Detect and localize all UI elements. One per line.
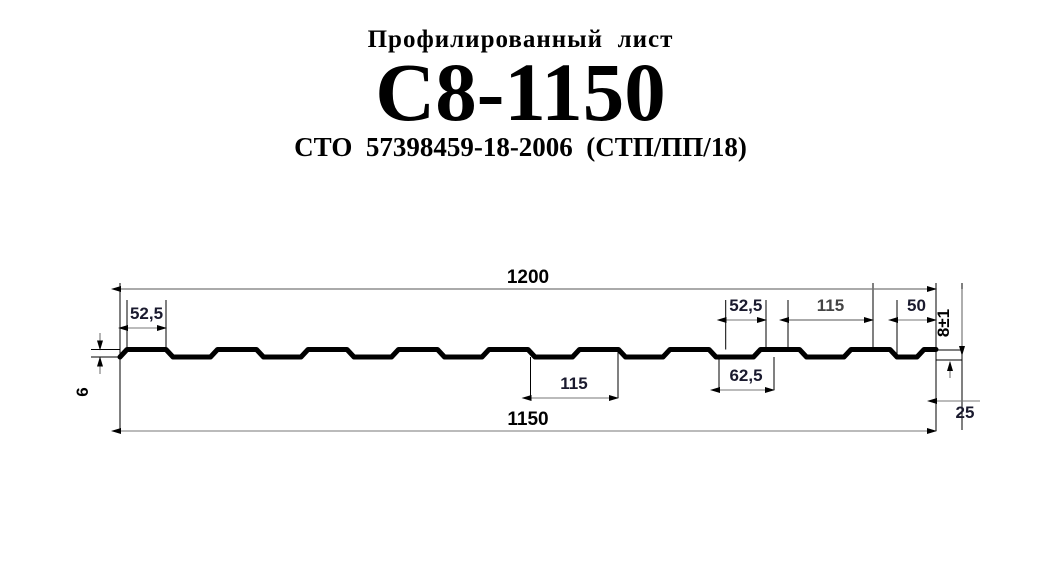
svg-text:1150: 1150 — [507, 409, 548, 430]
svg-text:52,5: 52,5 — [729, 296, 762, 315]
svg-text:52,5: 52,5 — [130, 304, 163, 323]
svg-text:1200: 1200 — [507, 267, 549, 288]
svg-text:115: 115 — [817, 296, 844, 315]
svg-text:62,5: 62,5 — [729, 366, 762, 385]
svg-text:25: 25 — [956, 403, 975, 422]
svg-text:115: 115 — [560, 374, 587, 393]
svg-text:6: 6 — [73, 387, 92, 396]
svg-text:50: 50 — [907, 296, 926, 315]
svg-text:8±1: 8±1 — [934, 309, 953, 337]
